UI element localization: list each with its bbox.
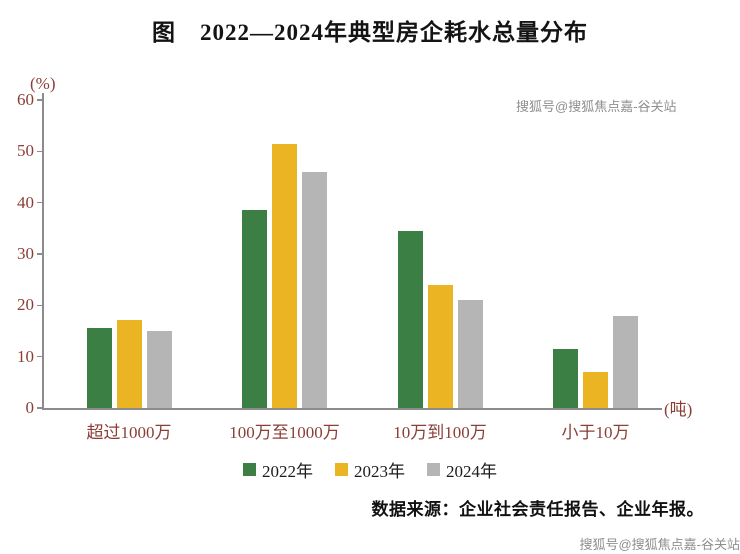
y-axis-line (42, 93, 44, 409)
legend-swatch (243, 463, 256, 476)
x-axis-line (42, 408, 662, 410)
y-tick-mark (37, 253, 42, 255)
y-tick-label: 50 (17, 141, 34, 161)
legend-swatch (427, 463, 440, 476)
x-category-label: 小于10万 (561, 423, 630, 442)
legend-item: 2024年 (427, 457, 497, 482)
data-source-note: 数据来源：企业社会责任报告、企业年报。 (371, 500, 704, 519)
legend-label: 2022年 (262, 462, 313, 481)
bar-2023年-小于10万 (583, 372, 608, 408)
bar-2022年-超过1000万 (86, 328, 112, 408)
bar-2024年-10万到100万 (457, 300, 483, 408)
y-axis-unit-label: (%) (30, 74, 56, 93)
y-tick-mark (37, 150, 42, 153)
bar-2023年-100万至1000万 (272, 143, 297, 408)
y-tick-mark (37, 407, 42, 409)
bar-2023年-10万到100万 (427, 284, 453, 408)
chart-title: 图 2022—2024年典型房企耗水总量分布 (152, 20, 588, 45)
y-tick-label: 0 (25, 398, 35, 417)
legend-swatch (335, 463, 348, 476)
x-category-label: 100万至1000万 (229, 423, 340, 442)
bar-2024年-100万至1000万 (302, 171, 327, 408)
y-tick-mark (37, 99, 42, 101)
y-tick-label: 10 (17, 346, 34, 366)
bar-2022年-小于10万 (553, 348, 578, 408)
legend-item: 2023年 (335, 457, 405, 482)
y-tick-label: 30 (17, 244, 34, 263)
y-tick-mark (37, 355, 42, 358)
x-category-label: 10万到100万 (393, 423, 487, 442)
y-tick-label: 60 (17, 90, 34, 109)
chart-legend: 2022年 2023年 2024年 (0, 457, 740, 482)
legend-label: 2024年 (446, 462, 497, 481)
bar-2022年-100万至1000万 (242, 210, 267, 408)
bar-2022年-10万到100万 (397, 230, 423, 408)
y-tick-mark (37, 304, 42, 307)
y-tick-mark (37, 201, 42, 204)
y-tick-label: 40 (17, 192, 34, 212)
bar-2024年-超过1000万 (146, 331, 172, 408)
watermark-bottom: 搜狐号@搜狐焦点嘉-谷关站 (579, 537, 740, 552)
y-tick-label: 20 (17, 295, 34, 315)
bar-2023年-超过1000万 (116, 319, 142, 408)
legend-item: 2022年 (243, 457, 313, 482)
x-category-label: 超过1000万 (86, 423, 172, 442)
watermark-top: 搜狐号@搜狐焦点嘉-谷关站 (516, 99, 677, 114)
bar-2024年-小于10万 (613, 315, 638, 408)
legend-label: 2023年 (354, 462, 405, 481)
x-axis-unit-label: (吨) (664, 400, 693, 419)
